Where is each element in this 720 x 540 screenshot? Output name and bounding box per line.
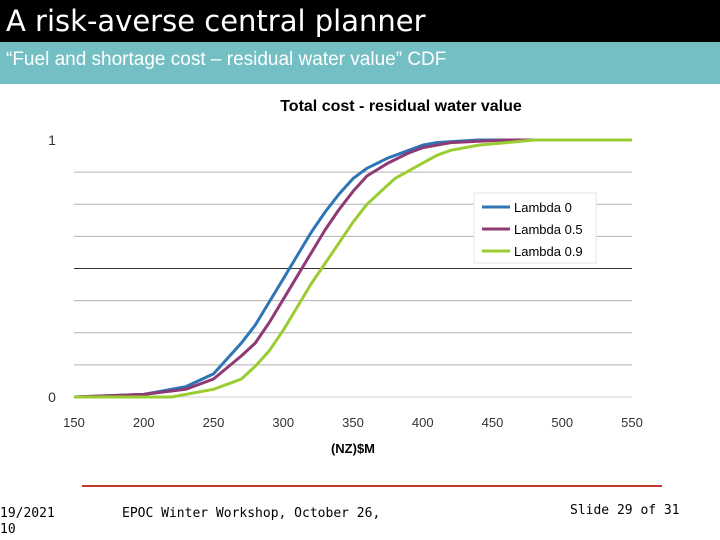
x-tick-label: 350 [342, 415, 364, 430]
footer-slide-number: Slide 29 of 31 [570, 503, 680, 518]
chart-title: Total cost - residual water value [280, 98, 522, 115]
footer-event: EPOC Winter Workshop, October 26, [122, 506, 381, 521]
footer-divider [82, 485, 662, 487]
series-line-2 [73, 138, 632, 399]
x-tick-label: 300 [272, 415, 294, 430]
x-axis-label: (NZ)$M [331, 441, 375, 456]
slide-title: A risk-averse central planner [6, 4, 426, 38]
legend-label: Lambda 0.5 [514, 222, 583, 237]
footer-date-line1: 19/2021 [0, 506, 55, 521]
x-tick-label: 200 [133, 415, 155, 430]
slide-subtitle: “Fuel and shortage cost – residual water… [6, 49, 447, 70]
x-tick-label: 550 [621, 415, 643, 430]
footer-date-line2: 10 [0, 522, 16, 537]
title-bar [0, 0, 720, 42]
y-tick-label: 0 [48, 389, 56, 405]
x-tick-label: 250 [203, 415, 225, 430]
y-tick-label: 1 [48, 132, 56, 148]
x-tick-label: 450 [482, 415, 504, 430]
legend-label: Lambda 0 [514, 200, 572, 215]
series-line-3 [74, 138, 632, 399]
legend-label: Lambda 0.9 [514, 244, 583, 259]
x-tick-label: 400 [412, 415, 434, 430]
x-tick-label: 500 [551, 415, 573, 430]
subtitle-bar [0, 42, 720, 84]
cdf-chart: Total cost - residual water value 150 200 2… [48, 98, 643, 456]
x-tick-label: 150 [63, 415, 85, 430]
